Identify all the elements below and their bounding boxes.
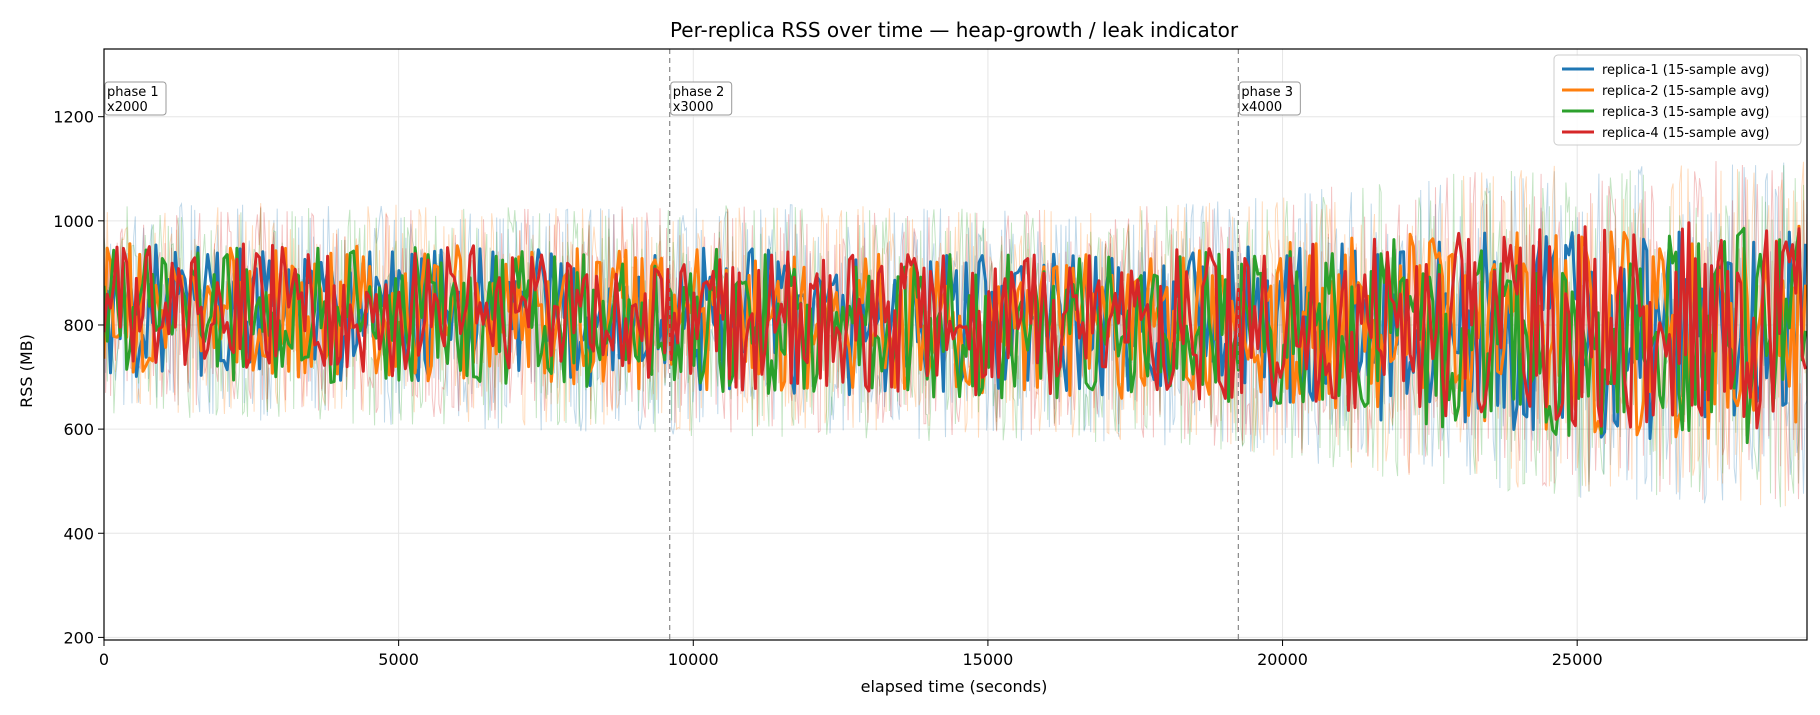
raw-series-line-replica-3	[104, 165, 1807, 508]
x-axis-label: elapsed time (seconds)	[861, 677, 1048, 696]
x-axis-ticks: 0 5000 10000 15000 20000 25000	[99, 640, 1603, 669]
y-tick-label: 1000	[53, 212, 94, 231]
legend: replica-1 (15-sample avg) replica-2 (15-s…	[1553, 54, 1802, 146]
legend-entry: replica-2 (15-sample avg)	[1602, 84, 1769, 99]
phase-label-box	[670, 81, 733, 116]
y-tick-label: 800	[63, 316, 94, 335]
raw-series-line-replica-1	[104, 162, 1807, 504]
phase-label: phase 2	[673, 85, 725, 100]
phase-label-box	[1238, 81, 1301, 116]
y-tick-label: 1200	[53, 108, 94, 127]
plot-frame	[103, 48, 1808, 641]
phase-label-box	[104, 81, 167, 116]
phase-multiplier: x3000	[673, 100, 714, 115]
phase-label: phase 3	[1241, 85, 1293, 100]
y-axis-ticks: 200 400 600 800 1000 1200	[53, 108, 104, 647]
y-tick-label: 600	[63, 420, 94, 439]
y-axis-label: RSS (MB)	[17, 334, 36, 408]
phase-label: phase 1	[107, 85, 159, 100]
avg-series-line-replica-4	[104, 221, 1807, 430]
x-tick-label: 15000	[962, 650, 1013, 669]
phase-multiplier: x4000	[1241, 100, 1282, 115]
chart-title: Per-replica RSS over time — heap-growth …	[670, 18, 1239, 42]
legend-box	[1553, 54, 1802, 146]
x-tick-label: 10000	[668, 650, 719, 669]
x-tick-label: 20000	[1257, 650, 1308, 669]
phase-multiplier: x2000	[107, 100, 148, 115]
legend-entry: replica-4 (15-sample avg)	[1602, 126, 1769, 141]
y-tick-label: 200	[63, 628, 94, 647]
y-tick-label: 400	[63, 524, 94, 543]
x-tick-label: 0	[99, 650, 109, 669]
x-tick-label: 25000	[1552, 650, 1603, 669]
legend-entry: replica-1 (15-sample avg)	[1602, 63, 1769, 78]
avg-series-layer	[104, 221, 1807, 445]
legend-entry: replica-3 (15-sample avg)	[1602, 105, 1769, 120]
x-tick-label: 5000	[378, 650, 419, 669]
